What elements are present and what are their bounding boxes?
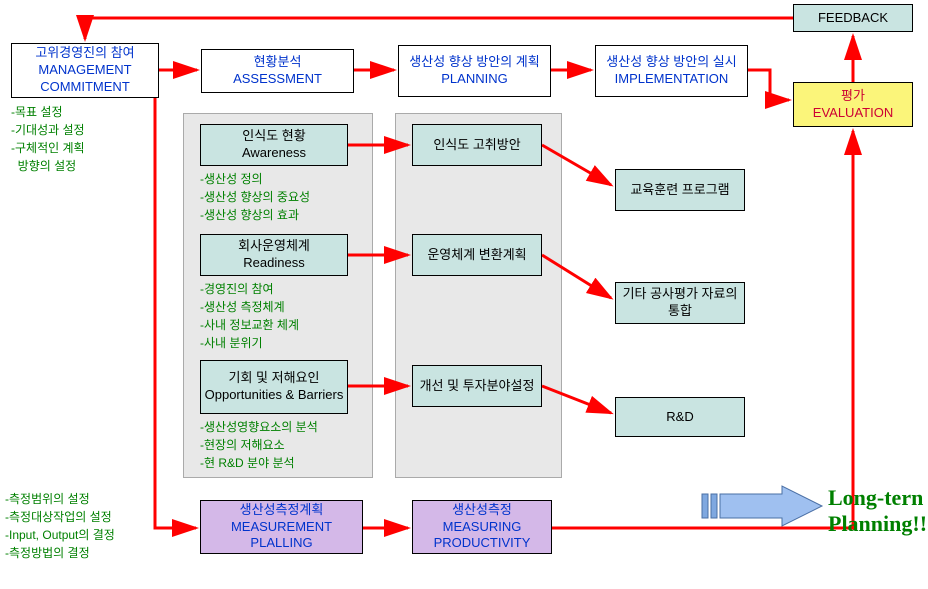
tr-ko: 교육훈련 프로그램 (630, 182, 729, 199)
as-ko: 현황분석 (254, 54, 302, 71)
im-en: IMPLEMENTATION (615, 71, 729, 88)
rd-ko: 회사운영체계 (238, 238, 310, 255)
pl-en: PLANNING (441, 71, 507, 88)
box-planning: 생산성 향상 방안의 계획 PLANNING (398, 45, 551, 97)
aw-ko: 인식도 현황 (242, 128, 305, 145)
imp-ko: 개선 및 투자분야설정 (420, 378, 535, 395)
int-ko: 기타 공사평가 자료의 통합 (616, 286, 744, 320)
note-awareness: -생산성 정의 -생산성 향상의 중요성 -생산성 향상의 효과 (200, 170, 310, 224)
rd-en: Readiness (243, 255, 304, 272)
box-feedback: FEEDBACK (793, 4, 913, 32)
ev-ko: 평가 (841, 88, 865, 105)
box-improvement: 개선 및 투자분야설정 (412, 365, 542, 407)
fb-en: FEEDBACK (818, 10, 888, 27)
op-en: Opportunities & Barriers (205, 387, 344, 404)
mpr-en: MEASURING PRODUCTIVITY (413, 519, 551, 553)
box-implementation: 생산성 향상 방안의 실시 IMPLEMENTATION (595, 45, 748, 97)
note-opportunities: -생산성영향요소의 분석 -현장의 저해요소 -현 R&D 분야 분석 (200, 418, 318, 472)
box-opportunities: 기회 및 저해요인 Opportunities & Barriers (200, 360, 348, 414)
mpr-ko: 생산성측정 (452, 502, 512, 519)
planning-panel (395, 113, 562, 478)
mp-ko: 생산성측정계획 (240, 502, 324, 519)
box-integration: 기타 공사평가 자료의 통합 (615, 282, 745, 324)
op-ko: 기회 및 저해요인 (229, 370, 320, 387)
box-awareness-plan: 인식도 고취방안 (412, 124, 542, 166)
rdp-ko: 운영체계 변환계획 (427, 247, 526, 264)
rnd-en: R&D (666, 409, 693, 426)
box-measurement-planning: 생산성측정계획 MEASUREMENT PLALLING (200, 500, 363, 554)
as-en: ASSESSMENT (233, 71, 322, 88)
box-training: 교육훈련 프로그램 (615, 169, 745, 211)
awp-ko: 인식도 고취방안 (433, 137, 520, 154)
box-awareness: 인식도 현황 Awareness (200, 124, 348, 166)
box-rnd: R&D (615, 397, 745, 437)
box-measuring-productivity: 생산성측정 MEASURING PRODUCTIVITY (412, 500, 552, 554)
im-ko: 생산성 향상 방안의 실시 (606, 54, 736, 71)
aw-en: Awareness (242, 145, 306, 162)
box-assessment: 현황분석 ASSESSMENT (201, 49, 354, 93)
pl-ko: 생산성 향상 방안의 계획 (409, 54, 539, 71)
box-evaluation: 평가 EVALUATION (793, 82, 913, 127)
mc-ko: 고위경영진의 참여 (35, 45, 134, 62)
mc-en: MANAGEMENT COMMITMENT (12, 62, 158, 96)
longterm-label: Long-tern Planning!!! (828, 485, 928, 538)
note-commit: -목표 설정 -기대성과 설정 -구체적인 계획 방향의 설정 (11, 103, 85, 175)
mp-en: MEASUREMENT PLALLING (201, 519, 362, 553)
note-measurement: -측정범위의 설정 -측정대상작업의 설정 -Input, Output의 결정… (5, 490, 115, 562)
box-readiness-plan: 운영체계 변환계획 (412, 234, 542, 276)
box-readiness: 회사운영체계 Readiness (200, 234, 348, 276)
block-arrow (702, 486, 822, 526)
ev-en: EVALUATION (813, 105, 893, 122)
note-readiness: -경영진의 참여 -생산성 측정체계 -사내 정보교환 체계 -사내 분위기 (200, 280, 299, 352)
box-management-commitment: 고위경영진의 참여 MANAGEMENT COMMITMENT (11, 43, 159, 98)
